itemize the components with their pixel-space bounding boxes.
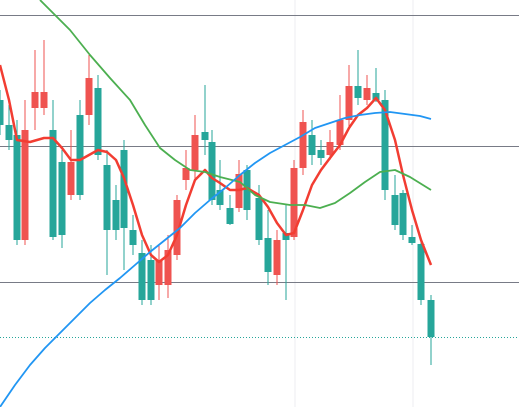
candle-body bbox=[372, 93, 380, 100]
candle-body bbox=[317, 150, 325, 158]
candle-body bbox=[226, 208, 234, 224]
candle-body bbox=[391, 195, 399, 225]
candle-body bbox=[173, 200, 181, 255]
candle-body bbox=[363, 88, 371, 100]
candle-body bbox=[326, 142, 334, 155]
moving-average-line bbox=[39, 0, 432, 209]
candle-body bbox=[31, 92, 39, 108]
candle-body bbox=[191, 135, 199, 170]
candle-body bbox=[85, 78, 93, 115]
candle-body bbox=[201, 132, 209, 140]
candle-body bbox=[336, 120, 344, 145]
candle-body bbox=[40, 92, 48, 108]
candle-body bbox=[58, 162, 66, 235]
candle-body bbox=[417, 244, 425, 300]
candle-body bbox=[49, 130, 57, 237]
candle-body bbox=[76, 115, 84, 195]
candle-body bbox=[381, 100, 389, 190]
candle-body bbox=[299, 122, 307, 168]
candle-body bbox=[408, 237, 416, 243]
candle-body bbox=[138, 253, 146, 300]
candle-body bbox=[5, 125, 13, 140]
candle-body bbox=[67, 162, 75, 195]
candle-body bbox=[103, 165, 111, 230]
candle-body bbox=[13, 135, 21, 240]
candle-body bbox=[399, 193, 407, 235]
candle-body bbox=[155, 260, 163, 285]
candle-body bbox=[290, 168, 298, 237]
candle-body bbox=[282, 233, 290, 240]
candle-body bbox=[243, 170, 251, 210]
candle-body bbox=[216, 190, 224, 205]
candle-body bbox=[273, 240, 281, 275]
candle-body bbox=[94, 88, 102, 155]
candle-body bbox=[427, 300, 435, 337]
candle-body bbox=[164, 250, 172, 285]
candle-body bbox=[21, 130, 29, 240]
candle-body bbox=[129, 230, 137, 245]
candle-body bbox=[147, 260, 155, 300]
moving-average-line bbox=[0, 64, 433, 266]
candle-body bbox=[345, 86, 353, 120]
candle-body bbox=[264, 238, 272, 272]
candle-body bbox=[112, 200, 120, 230]
candle-body bbox=[354, 86, 362, 98]
candle-body bbox=[255, 198, 263, 240]
moving-average-line bbox=[0, 111, 432, 407]
candle-body bbox=[182, 168, 190, 180]
candle-body bbox=[0, 100, 4, 125]
candle-body bbox=[208, 142, 216, 200]
candle-body bbox=[308, 135, 316, 155]
candle-body bbox=[120, 150, 128, 228]
